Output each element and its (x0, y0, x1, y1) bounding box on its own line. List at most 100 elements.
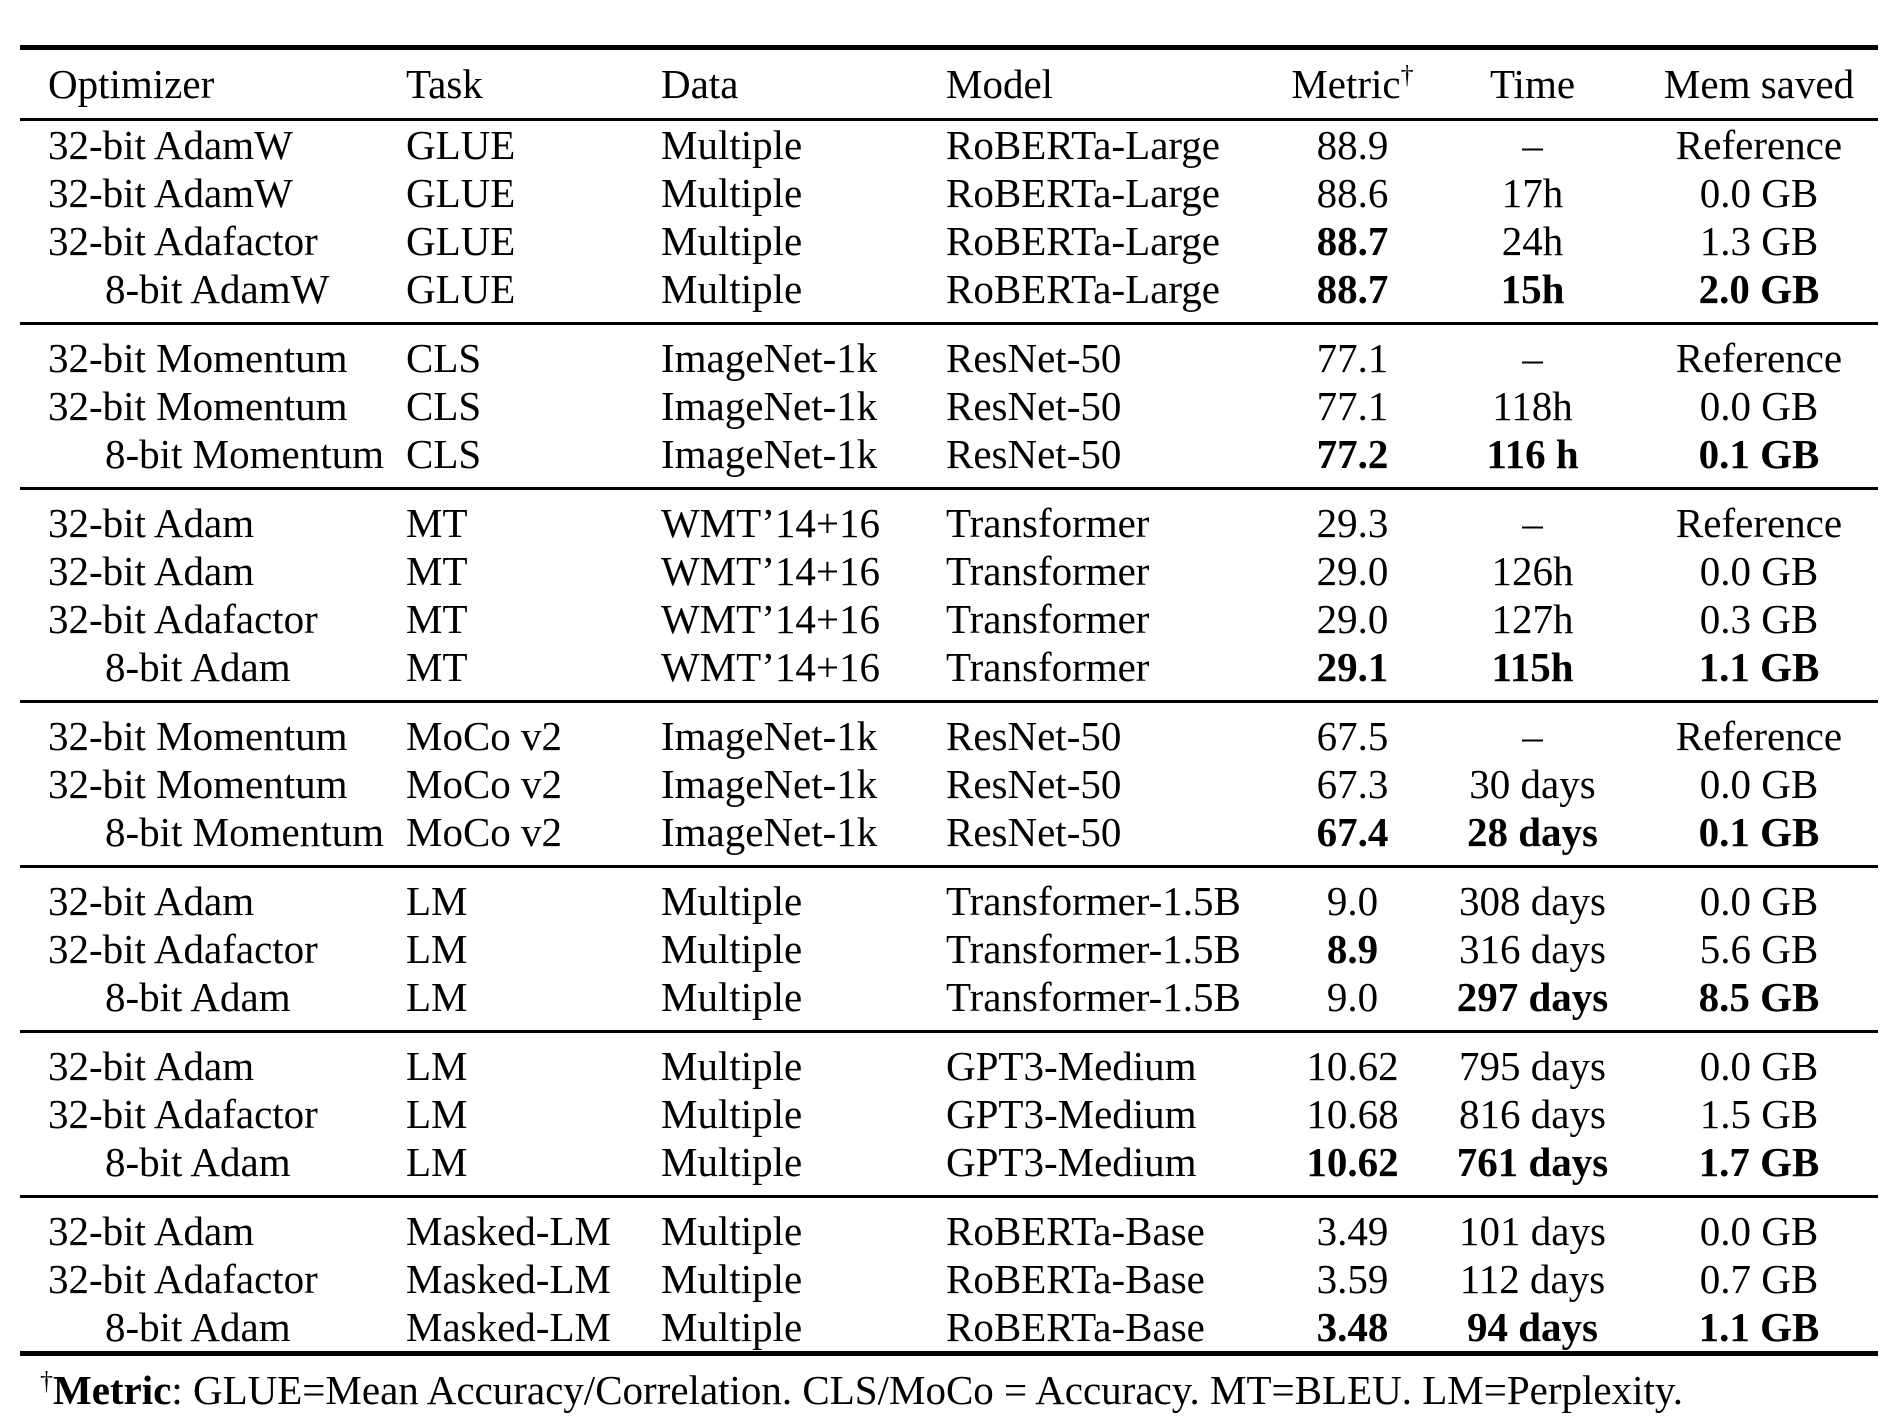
cell-data: Multiple (661, 1255, 803, 1302)
cell-mem-saved: 2.0 GB (1698, 265, 1820, 312)
table-row: 32-bit Adam Masked-LM Multiple RoBERTa-Base… (20, 1197, 1878, 1256)
cell-time: 94 days (1466, 1303, 1598, 1350)
cell-optimizer: 32-bit Adam (48, 1042, 255, 1089)
cell-model: ResNet-50 (946, 430, 1122, 477)
cell-data: ImageNet-1k (661, 430, 878, 477)
table-header: Optimizer Task Data Model Metric† Time M… (20, 48, 1878, 120)
cell-model: ResNet-50 (946, 712, 1122, 759)
cell-time: 795 days (1459, 1042, 1606, 1089)
cell-metric: 67.5 (1316, 712, 1389, 759)
cell-model: Transformer (946, 643, 1150, 690)
table-row: 32-bit Adam MT WMT’14+16 Transformer 29.3 – Re… (20, 489, 1878, 548)
cell-time: 308 days (1459, 877, 1606, 924)
cell-mem-saved: 8.5 GB (1698, 973, 1820, 1020)
cell-time: 116 h (1486, 430, 1579, 477)
table-row: 32-bit Momentum CLS ImageNet-1k ResNet-50 77… (20, 324, 1878, 383)
cell-metric: 3.48 (1316, 1303, 1389, 1350)
cell-mem-saved: Reference (1675, 499, 1843, 546)
cell-mem-saved: 0.0 GB (1699, 1042, 1819, 1089)
cell-mem-saved: 0.1 GB (1698, 808, 1820, 855)
cell-metric: 77.2 (1316, 430, 1389, 477)
cell-optimizer: 32-bit Adafactor (48, 925, 318, 972)
cell-model: GPT3-Medium (946, 1042, 1197, 1089)
cell-metric: 29.0 (1316, 595, 1389, 642)
cell-data: WMT’14+16 (661, 499, 880, 546)
cell-task: LM (406, 1090, 468, 1137)
cell-task: MT (406, 499, 468, 546)
cell-task: GLUE (406, 169, 516, 216)
cell-data: Multiple (661, 1207, 803, 1254)
cell-time: – (1522, 712, 1543, 759)
cell-time: 17h (1501, 169, 1564, 216)
cell-optimizer: 32-bit Adafactor (48, 1090, 318, 1137)
col-header-task: Task (406, 60, 483, 107)
cell-model: RoBERTa-Large (946, 217, 1221, 264)
cell-mem-saved: 1.3 GB (1699, 217, 1819, 264)
table-row: 8-bit AdamW GLUE Multiple RoBERTa-Large 88.7… (20, 265, 1878, 324)
cell-model: Transformer-1.5B (946, 973, 1241, 1020)
cell-data: Multiple (661, 169, 803, 216)
cell-time: 24h (1501, 217, 1564, 264)
cell-metric: 88.9 (1316, 121, 1389, 168)
cell-model: Transformer (946, 547, 1150, 594)
cell-mem-saved: 0.0 GB (1699, 1207, 1819, 1254)
cell-time: 118h (1492, 382, 1573, 429)
table-row: 8-bit Momentum CLS ImageNet-1k ResNet-50 77.… (20, 430, 1878, 489)
cell-mem-saved: 0.0 GB (1699, 760, 1819, 807)
cell-mem-saved: Reference (1675, 121, 1843, 168)
cell-optimizer: 32-bit Adam (48, 1207, 255, 1254)
cell-mem-saved: 5.6 GB (1699, 925, 1819, 972)
cell-optimizer: 8-bit Momentum (105, 808, 385, 855)
table-row: 32-bit Momentum MoCo v2 ImageNet-1k ResNet-… (20, 702, 1878, 761)
cell-data: WMT’14+16 (661, 643, 880, 690)
table-row: 8-bit Momentum MoCo v2 ImageNet-1k ResNet-5… (20, 808, 1878, 867)
table-row: 8-bit Adam Masked-LM Multiple RoBERTa-Base 3… (20, 1303, 1878, 1354)
cell-task: GLUE (406, 217, 516, 264)
cell-model: RoBERTa-Large (946, 265, 1221, 312)
cell-metric: 77.1 (1316, 382, 1389, 429)
cell-data: Multiple (661, 1090, 803, 1137)
cell-model: RoBERTa-Base (946, 1255, 1205, 1302)
cell-task: CLS (406, 334, 482, 381)
cell-data: Multiple (661, 973, 803, 1020)
results-table: Optimizer Task Data Model Metric† Time M… (20, 45, 1878, 1356)
cell-optimizer: 8-bit Adam (105, 1303, 291, 1350)
cell-time: 115h (1491, 643, 1574, 690)
cell-model: RoBERTa-Large (946, 121, 1221, 168)
cell-metric: 88.7 (1316, 265, 1389, 312)
cell-optimizer: 32-bit Momentum (48, 712, 348, 759)
col-header-model: Model (946, 60, 1054, 107)
cell-time: – (1522, 334, 1543, 381)
cell-data: ImageNet-1k (661, 382, 878, 429)
cell-task: MT (406, 547, 468, 594)
cell-metric: 67.4 (1316, 808, 1389, 855)
cell-data: Multiple (661, 925, 803, 972)
cell-metric: 67.3 (1316, 760, 1389, 807)
table-row: 32-bit Momentum MoCo v2 ImageNet-1k ResNet-… (20, 760, 1878, 808)
cell-optimizer: 32-bit Adafactor (48, 595, 318, 642)
cell-mem-saved: 0.1 GB (1698, 430, 1820, 477)
cell-mem-saved: 1.1 GB (1698, 1303, 1820, 1350)
table-group: 32-bit Momentum MoCo v2 ImageNet-1k ResNet-… (20, 701, 1878, 867)
table-row: 32-bit Adam LM Multiple Transformer-1.5B 9.0… (20, 867, 1878, 926)
cell-time: 761 days (1456, 1138, 1609, 1185)
cell-task: LM (406, 877, 468, 924)
footnote-metric-label: Metric (53, 1367, 172, 1413)
cell-optimizer: 32-bit Adafactor (48, 217, 318, 264)
cell-model: Transformer (946, 499, 1150, 546)
cell-model: RoBERTa-Base (946, 1303, 1205, 1350)
table-row: 32-bit Adafactor GLUE Multiple RoBERTa-Larg… (20, 217, 1878, 265)
cell-data: ImageNet-1k (661, 808, 878, 855)
cell-optimizer: 32-bit Momentum (48, 760, 348, 807)
table-row: 32-bit Adafactor LM Multiple Transformer-1.… (20, 925, 1878, 973)
cell-optimizer: 32-bit AdamW (48, 169, 293, 216)
cell-time: 28 days (1466, 808, 1598, 855)
cell-task: CLS (406, 430, 482, 477)
cell-data: WMT’14+16 (661, 595, 880, 642)
cell-task: MoCo v2 (406, 712, 563, 759)
col-header-data: Data (661, 60, 739, 107)
cell-data: ImageNet-1k (661, 712, 878, 759)
cell-optimizer: 32-bit Adam (48, 877, 255, 924)
cell-data: Multiple (661, 1303, 803, 1350)
cell-optimizer: 32-bit Adam (48, 499, 255, 546)
